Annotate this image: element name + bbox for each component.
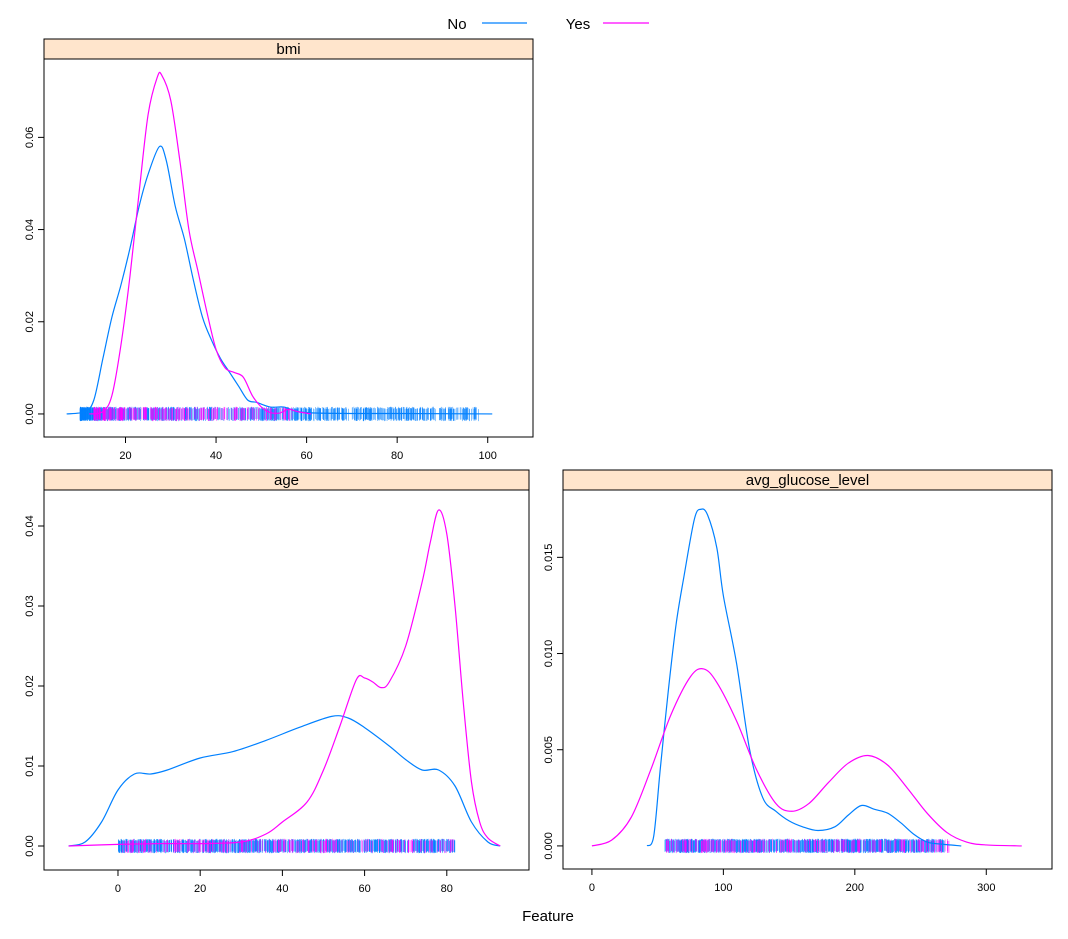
- x-tick-label: 80: [391, 450, 403, 462]
- y-tick-label: 0.01: [24, 755, 36, 776]
- strip-title: age: [274, 472, 299, 489]
- panel-age: age 0 20 40 60 80 0.00 0.01 0.02 0.03 0.04: [24, 469, 530, 895]
- x-tick-label: 0: [589, 882, 595, 894]
- legend-label-no: No: [447, 16, 466, 33]
- legend-label-yes: Yes: [566, 16, 590, 33]
- x-tick-label: 300: [977, 882, 995, 894]
- y-tick-label: 0.00: [24, 403, 36, 424]
- y-tick-label: 0.010: [543, 640, 555, 668]
- density-curve-no: [68, 715, 501, 847]
- y-tick-label: 0.03: [24, 595, 36, 616]
- y-tick-label: 0.02: [24, 675, 36, 696]
- x-tick-label: 200: [846, 882, 864, 894]
- plot-border: [562, 489, 1053, 870]
- panel-avg-glucose-level: avg_glucose_level 0 100 200 300 0.000 0.005 0.0…: [543, 469, 1053, 894]
- y-tick-label: 0.00: [24, 835, 36, 856]
- x-tick-label: 20: [194, 883, 206, 895]
- y-tick-label: 0.02: [24, 311, 36, 332]
- plot-border: [43, 58, 534, 438]
- x-axis-label: Feature: [522, 908, 574, 925]
- density-curve-no: [646, 508, 962, 847]
- x-tick-label: 40: [210, 450, 222, 462]
- x-tick-label: 20: [119, 450, 131, 462]
- legend: No Yes: [447, 16, 649, 33]
- density-curve-yes: [89, 71, 312, 415]
- y-tick-label: 0.015: [543, 544, 555, 572]
- x-tick-label: 100: [479, 450, 497, 462]
- density-curve-yes: [68, 509, 501, 847]
- y-tick-label: 0.04: [24, 219, 36, 240]
- strip-title: avg_glucose_level: [746, 472, 869, 489]
- panel-bmi: bmi 20 40 60 80 100 0.00 0.02 0.04 0.06: [24, 38, 534, 462]
- x-tick-label: 100: [714, 882, 732, 894]
- x-tick-label: 60: [358, 883, 370, 895]
- density-curve-no: [66, 145, 493, 415]
- y-tick-label: 0.04: [24, 515, 36, 536]
- y-tick-label: 0.000: [543, 832, 555, 860]
- x-tick-label: 80: [441, 883, 453, 895]
- y-tick-label: 0.005: [543, 736, 555, 764]
- density-curve-yes: [591, 668, 1022, 847]
- x-tick-label: 0: [115, 883, 121, 895]
- x-tick-label: 60: [300, 450, 312, 462]
- plot-border: [43, 489, 530, 871]
- rug-yes: [666, 838, 950, 854]
- strip-title: bmi: [276, 41, 300, 58]
- x-tick-label: 40: [276, 883, 288, 895]
- y-tick-label: 0.06: [24, 127, 36, 148]
